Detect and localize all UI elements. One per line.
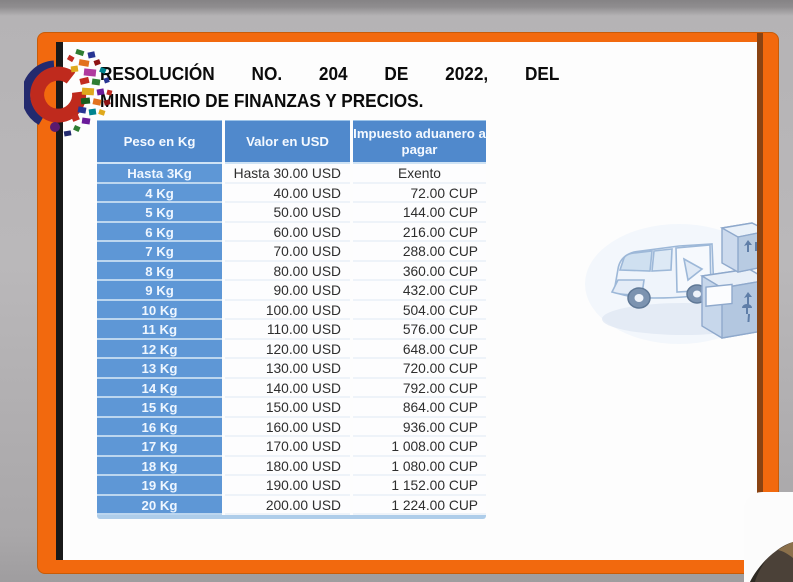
impuesto-cell: 792.00 CUP bbox=[353, 378, 486, 398]
valor-cell: 170.00 USD bbox=[225, 437, 350, 457]
peso-cell: 10 Kg bbox=[97, 300, 222, 320]
valor-cell: 100.00 USD bbox=[225, 300, 350, 320]
peso-cell: 8 Kg bbox=[97, 261, 222, 281]
table-row: 5 Kg 50.00 USD 144.00 CUP bbox=[97, 203, 486, 223]
peso-cell: 18 Kg bbox=[97, 456, 222, 476]
table-row: 4 Kg 40.00 USD 72.00 CUP bbox=[97, 183, 486, 203]
table-row: 19 Kg 190.00 USD 1 152.00 CUP bbox=[97, 476, 486, 496]
impuesto-cell: 1 152.00 CUP bbox=[353, 476, 486, 496]
impuesto-cell: 288.00 CUP bbox=[353, 242, 486, 262]
peso-cell: 15 Kg bbox=[97, 398, 222, 418]
valor-cell: 40.00 USD bbox=[225, 183, 350, 203]
valor-cell: 190.00 USD bbox=[225, 476, 350, 496]
tariff-slide: RESOLUCIÓN NO. 204 DE 2022, DEL MINISTER… bbox=[38, 33, 778, 573]
valor-cell: 140.00 USD bbox=[225, 378, 350, 398]
table-row: 16 Kg 160.00 USD 936.00 CUP bbox=[97, 417, 486, 437]
impuesto-cell: 576.00 CUP bbox=[353, 320, 486, 340]
table-header-row: Peso en Kg Valor en USD Impuesto aduaner… bbox=[97, 120, 486, 164]
impuesto-cell: 432.00 CUP bbox=[353, 281, 486, 301]
mosaic-c-logo bbox=[24, 48, 113, 137]
impuesto-cell: 360.00 CUP bbox=[353, 261, 486, 281]
impuesto-cell: 1 008.00 CUP bbox=[353, 437, 486, 457]
peso-cell: 12 Kg bbox=[97, 339, 222, 359]
table-row: Hasta 3Kg Hasta 30.00 USD Exento bbox=[97, 164, 486, 184]
title-line-1: RESOLUCIÓN NO. 204 DE 2022, DEL bbox=[100, 63, 560, 84]
peso-cell: 19 Kg bbox=[97, 476, 222, 496]
valor-cell: 50.00 USD bbox=[225, 203, 350, 223]
header-valor: Valor en USD bbox=[225, 120, 350, 164]
valor-cell: 110.00 USD bbox=[225, 320, 350, 340]
impuesto-cell: 864.00 CUP bbox=[353, 398, 486, 418]
impuesto-cell: 720.00 CUP bbox=[353, 359, 486, 379]
impuesto-cell: 504.00 CUP bbox=[353, 300, 486, 320]
header-peso: Peso en Kg bbox=[97, 120, 222, 164]
right-inner-shadow bbox=[757, 33, 763, 573]
impuesto-cell: Exento bbox=[353, 164, 486, 184]
valor-cell: 180.00 USD bbox=[225, 456, 350, 476]
impuesto-cell: 144.00 CUP bbox=[353, 203, 486, 223]
header-impuesto: Impuesto aduanero a pagar bbox=[353, 120, 486, 164]
peso-cell: Hasta 3Kg bbox=[97, 164, 222, 184]
title-line-2: MINISTERIO DE FINANZAS Y PRECIOS. bbox=[100, 90, 424, 111]
tariff-table: Peso en Kg Valor en USD Impuesto aduaner… bbox=[97, 120, 486, 519]
peso-cell: 5 Kg bbox=[97, 203, 222, 223]
table-row: 6 Kg 60.00 USD 216.00 CUP bbox=[97, 222, 486, 242]
valor-cell: 200.00 USD bbox=[225, 495, 350, 515]
table-row: 18 Kg 180.00 USD 1 080.00 CUP bbox=[97, 456, 486, 476]
valor-cell: 130.00 USD bbox=[225, 359, 350, 379]
impuesto-cell: 1 224.00 CUP bbox=[353, 495, 486, 515]
table-row: 13 Kg 130.00 USD 720.00 CUP bbox=[97, 359, 486, 379]
table-row: 9 Kg 90.00 USD 432.00 CUP bbox=[97, 281, 486, 301]
table-row: 12 Kg 120.00 USD 648.00 CUP bbox=[97, 339, 486, 359]
peso-cell: 14 Kg bbox=[97, 378, 222, 398]
peso-cell: 7 Kg bbox=[97, 242, 222, 262]
table-row: 14 Kg 140.00 USD 792.00 CUP bbox=[97, 378, 486, 398]
packages-truck-illustration bbox=[585, 222, 757, 344]
valor-cell: 70.00 USD bbox=[225, 242, 350, 262]
valor-cell: 90.00 USD bbox=[225, 281, 350, 301]
valor-cell: 160.00 USD bbox=[225, 417, 350, 437]
peso-cell: 16 Kg bbox=[97, 417, 222, 437]
impuesto-cell: 648.00 CUP bbox=[353, 339, 486, 359]
table-row: 10 Kg 100.00 USD 504.00 CUP bbox=[97, 300, 486, 320]
tariff-table-body: Hasta 3Kg Hasta 30.00 USD Exento 4 Kg 40.00 … bbox=[97, 164, 486, 515]
presenter-corner bbox=[744, 492, 793, 582]
peso-cell: 4 Kg bbox=[97, 183, 222, 203]
peso-cell: 20 Kg bbox=[97, 495, 222, 515]
table-row: 11 Kg 110.00 USD 576.00 CUP bbox=[97, 320, 486, 340]
peso-cell: 11 Kg bbox=[97, 320, 222, 340]
table-bottom-strip bbox=[97, 515, 486, 519]
table-row: 8 Kg 80.00 USD 360.00 CUP bbox=[97, 261, 486, 281]
valor-cell: 60.00 USD bbox=[225, 222, 350, 242]
peso-cell: 13 Kg bbox=[97, 359, 222, 379]
table-row: 7 Kg 70.00 USD 288.00 CUP bbox=[97, 242, 486, 262]
table-row: 20 Kg 200.00 USD 1 224.00 CUP bbox=[97, 495, 486, 515]
table-row: 17 Kg 170.00 USD 1 008.00 CUP bbox=[97, 437, 486, 457]
peso-cell: 9 Kg bbox=[97, 281, 222, 301]
slide-title: RESOLUCIÓN NO. 204 DE 2022, DEL MINISTER… bbox=[100, 60, 559, 114]
valor-cell: 120.00 USD bbox=[225, 339, 350, 359]
impuesto-cell: 216.00 CUP bbox=[353, 222, 486, 242]
impuesto-cell: 72.00 CUP bbox=[353, 183, 486, 203]
peso-cell: 17 Kg bbox=[97, 437, 222, 457]
left-inner-shadow bbox=[56, 42, 63, 560]
slide-content: RESOLUCIÓN NO. 204 DE 2022, DEL MINISTER… bbox=[56, 42, 757, 560]
peso-cell: 6 Kg bbox=[97, 222, 222, 242]
presenter-head bbox=[750, 542, 793, 582]
valor-cell: 150.00 USD bbox=[225, 398, 350, 418]
impuesto-cell: 1 080.00 CUP bbox=[353, 456, 486, 476]
table-row: 15 Kg 150.00 USD 864.00 CUP bbox=[97, 398, 486, 418]
valor-cell: Hasta 30.00 USD bbox=[225, 164, 350, 184]
impuesto-cell: 936.00 CUP bbox=[353, 417, 486, 437]
valor-cell: 80.00 USD bbox=[225, 261, 350, 281]
